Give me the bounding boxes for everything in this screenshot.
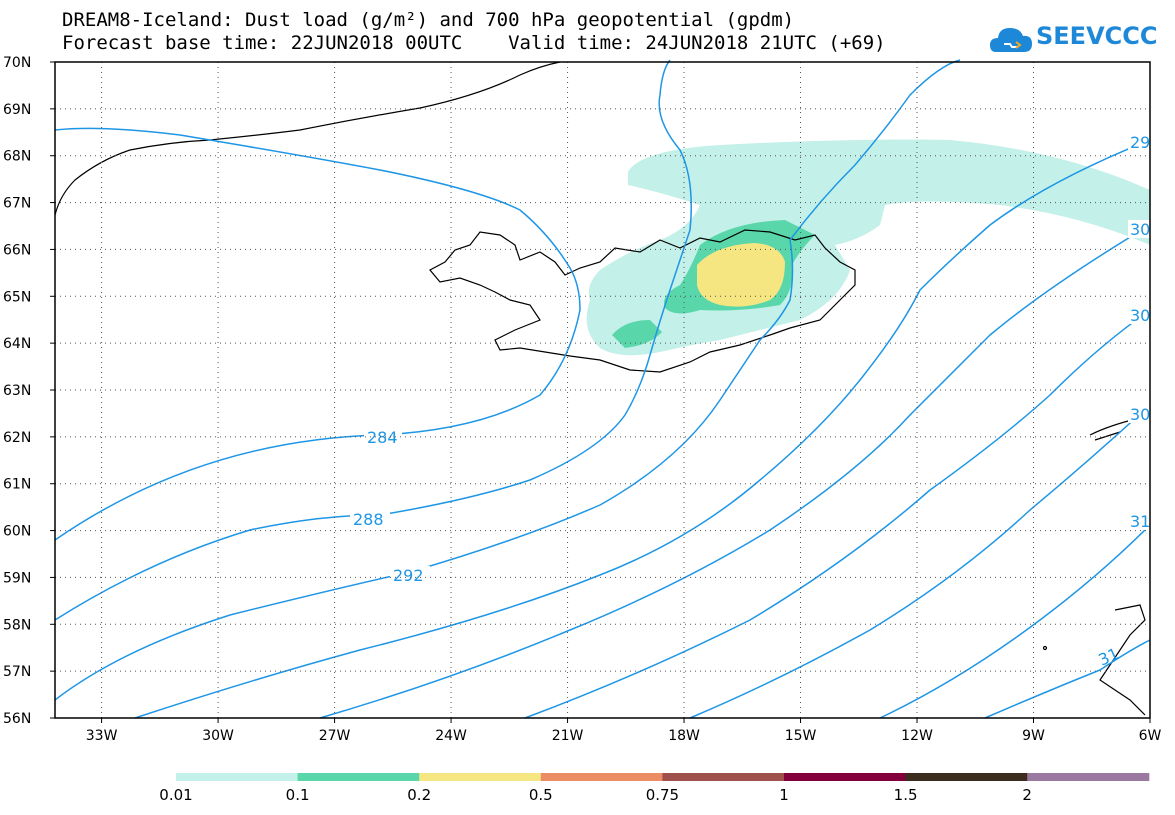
contour-label: 31 [1130, 512, 1150, 531]
lat-tick-label: 69N [3, 102, 31, 118]
colorbar-swatch [662, 773, 785, 781]
lat-tick-label: 56N [3, 711, 31, 727]
lon-tick-label: 15W [785, 728, 817, 744]
lon-tick-label: 9W [1022, 728, 1045, 744]
map-title-line2: Forecast base time: 22JUN2018 00UTC Vali… [62, 32, 886, 54]
colorbar-label: 0.5 [529, 786, 553, 804]
map-title-line1: DREAM8-Iceland: Dust load (g/m²) and 700… [62, 9, 795, 31]
latitude-labels: 70N 69N 68N 67N 66N 65N 64N 63N 62N 61N 60N 59N 58N 5… [3, 55, 31, 727]
colorbar-swatch [540, 773, 663, 781]
colorbar-label: 0.2 [407, 786, 431, 804]
colorbar-label: 2 [1022, 786, 1032, 804]
lat-tick-label: 70N [3, 55, 31, 71]
lon-tick-label: 12W [901, 728, 933, 744]
colorbar-swatch [297, 773, 420, 781]
colorbar-label: 0.1 [286, 786, 310, 804]
contour-labels: 284 288 292 29 30 30 30 31 31 [350, 133, 1152, 670]
colorbar-swatch [784, 773, 907, 781]
contour-label: 288 [353, 510, 384, 529]
lat-tick-label: 59N [3, 570, 31, 586]
lat-tick-label: 61N [3, 477, 31, 493]
contour-label: 29 [1130, 133, 1150, 152]
contour-label: 30 [1130, 405, 1150, 424]
contour-label: 30 [1130, 220, 1150, 239]
lon-tick-label: 6W [1139, 728, 1162, 744]
dust-shading [586, 139, 1150, 356]
map-frame [54, 61, 1151, 719]
colorbar: 0.01 0.1 0.2 0.5 0.75 1 1.5 2 [159, 773, 1150, 804]
contour-label: 292 [393, 566, 424, 585]
lat-tick-label: 62N [3, 430, 31, 446]
contour-label: 31 [1095, 644, 1121, 670]
colorbar-swatch [419, 773, 542, 781]
colorbar-swatch [905, 773, 1028, 781]
lat-tick-label: 60N [3, 524, 31, 540]
contour-label: 30 [1130, 306, 1150, 325]
lon-tick-label: 33W [86, 728, 118, 744]
lat-tick-label: 65N [3, 289, 31, 305]
cloud-icon [990, 28, 1032, 52]
colorbar-swatch [176, 773, 299, 781]
longitude-labels: 33W 30W 27W 24W 21W 18W 15W 12W 9W 6W [86, 728, 1162, 744]
coastlines [54, 61, 1146, 716]
colorbar-label: 0.01 [159, 786, 192, 804]
colorbar-label: 1.5 [894, 786, 918, 804]
colorbar-label: 1 [779, 786, 789, 804]
colorbar-swatch [1027, 773, 1150, 781]
colorbar-label: 0.75 [646, 786, 679, 804]
graticule [50, 61, 1151, 723]
lat-tick-label: 68N [3, 149, 31, 165]
lat-tick-label: 57N [3, 664, 31, 680]
lon-tick-label: 18W [668, 728, 700, 744]
logo-text: SEEVCCC [1036, 22, 1158, 50]
lat-tick-label: 66N [3, 242, 31, 258]
geopotential-contours [54, 59, 1151, 719]
lat-tick-label: 67N [3, 196, 31, 212]
lat-tick-label: 64N [3, 336, 31, 352]
lat-tick-label: 63N [3, 383, 31, 399]
lon-tick-label: 27W [319, 728, 351, 744]
contour-label: 284 [367, 428, 398, 447]
lon-tick-label: 21W [552, 728, 584, 744]
lat-tick-label: 58N [3, 617, 31, 633]
lon-tick-label: 24W [435, 728, 467, 744]
lon-tick-label: 30W [202, 728, 234, 744]
